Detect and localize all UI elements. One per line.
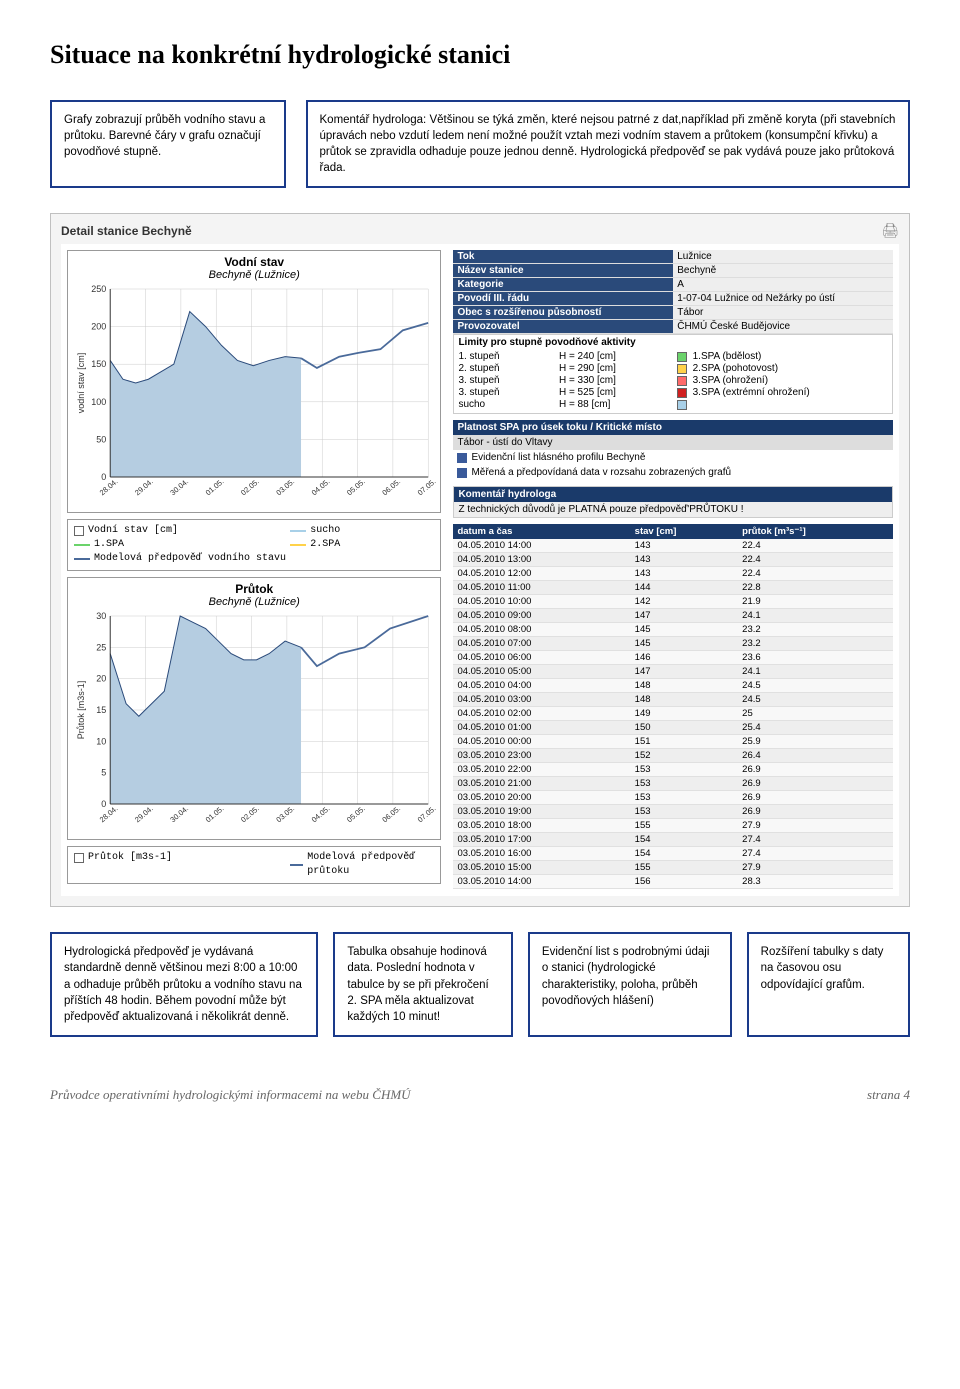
svg-text:05.05.: 05.05. xyxy=(345,477,367,497)
svg-text:01.05.: 01.05. xyxy=(204,477,226,497)
table-row: 04.05.2010 06:0014623.6 xyxy=(453,651,893,665)
info-box-graphs: Grafy zobrazují průběh vodního stavu a p… xyxy=(50,100,286,188)
svg-text:30.04.: 30.04. xyxy=(168,477,190,497)
svg-text:07.05.: 07.05. xyxy=(416,477,437,497)
footer-right: strana 4 xyxy=(867,1087,910,1103)
svg-text:100: 100 xyxy=(91,397,106,407)
info-box-evidence: Evidenční list s podrobnými údaji o stan… xyxy=(528,932,732,1036)
svg-text:250: 250 xyxy=(91,285,106,294)
table-row: 03.05.2010 20:0015326.9 xyxy=(453,791,893,805)
table-row: 03.05.2010 19:0015326.9 xyxy=(453,805,893,819)
th-level: stav [cm] xyxy=(631,524,739,539)
hydrolog-comment: Komentář hydrologa Z technických důvodů … xyxy=(453,486,893,518)
page-title: Situace na konkrétní hydrologické stanic… xyxy=(50,40,910,70)
th-flow: průtok [m³s⁻¹] xyxy=(738,524,893,539)
svg-text:0: 0 xyxy=(101,799,106,809)
svg-text:04.05.: 04.05. xyxy=(310,477,332,497)
chart-water-level: Vodní stav Bechyně (Lužnice) 0 50 100 150 20… xyxy=(67,250,441,513)
table-row: 04.05.2010 10:0014221.9 xyxy=(453,595,893,609)
spa-validity-line: Tábor - ústí do Vltavy xyxy=(453,435,893,450)
table-row: 04.05.2010 00:0015125.9 xyxy=(453,735,893,749)
svg-text:05.05.: 05.05. xyxy=(345,804,367,824)
svg-text:04.05.: 04.05. xyxy=(310,804,332,824)
chart1-plot: 05010015020025028.04.29.04.30.04.01.05.0… xyxy=(72,285,436,505)
svg-text:15: 15 xyxy=(96,705,106,715)
svg-text:vodní stav [cm]: vodní stav [cm] xyxy=(76,353,86,414)
svg-text:06.05.: 06.05. xyxy=(380,804,402,824)
svg-text:20: 20 xyxy=(96,674,106,684)
info-box-extension: Rozšíření tabulky s daty na časovou osu … xyxy=(747,932,910,1036)
table-row: 03.05.2010 23:0015226.4 xyxy=(453,749,893,763)
table-row: 04.05.2010 04:0014824.5 xyxy=(453,679,893,693)
table-row: 04.05.2010 03:0014824.5 xyxy=(453,693,893,707)
table-row: 04.05.2010 05:0014724.1 xyxy=(453,665,893,679)
spa-limits-block: Limity pro stupně povodňové aktivity 1. … xyxy=(453,334,893,414)
svg-text:Průtok [m3s-1]: Průtok [m3s-1] xyxy=(76,681,86,740)
table-row: 04.05.2010 07:0014523.2 xyxy=(453,637,893,651)
info-box-table-info: Tabulka obsahuje hodinová data. Poslední… xyxy=(333,932,513,1036)
table-row: 04.05.2010 01:0015025.4 xyxy=(453,721,893,735)
table-row: 04.05.2010 08:0014523.2 xyxy=(453,623,893,637)
svg-text:50: 50 xyxy=(96,435,106,445)
print-icon[interactable]: 🖨 xyxy=(881,222,899,239)
table-row: 03.05.2010 22:0015326.9 xyxy=(453,763,893,777)
svg-text:06.05.: 06.05. xyxy=(380,477,402,497)
chart2-subtitle: Bechyně (Lužnice) xyxy=(72,596,436,608)
link-data-range[interactable]: Měřená a předpovídaná data v rozsahu zob… xyxy=(453,465,893,480)
table-row: 04.05.2010 02:0014925 xyxy=(453,707,893,721)
table-row: 04.05.2010 11:0014422.8 xyxy=(453,581,893,595)
svg-text:03.05.: 03.05. xyxy=(274,477,296,497)
table-row: 03.05.2010 18:0015527.9 xyxy=(453,819,893,833)
svg-text:30: 30 xyxy=(96,612,106,621)
svg-text:29.04.: 29.04. xyxy=(133,804,155,824)
footer-left: Průvodce operativními hydrologickými inf… xyxy=(50,1087,411,1103)
table-row: 04.05.2010 09:0014724.1 xyxy=(453,609,893,623)
data-table: datum a čas stav [cm] průtok [m³s⁻¹] 04.… xyxy=(453,524,893,889)
svg-text:29.04.: 29.04. xyxy=(133,477,155,497)
chart1-subtitle: Bechyně (Lužnice) xyxy=(72,269,436,281)
svg-text:01.05.: 01.05. xyxy=(204,804,226,824)
table-row: 04.05.2010 13:0014322.4 xyxy=(453,553,893,567)
table-row: 03.05.2010 17:0015427.4 xyxy=(453,833,893,847)
chart2-plot: 05101520253028.04.29.04.30.04.01.05.02.0… xyxy=(72,612,436,832)
table-row: 04.05.2010 12:0014322.4 xyxy=(453,567,893,581)
svg-text:200: 200 xyxy=(91,322,106,332)
svg-text:150: 150 xyxy=(91,360,106,370)
spa-validity-header: Platnost SPA pro úsek toku / Kritické mí… xyxy=(453,420,893,435)
table-row: 03.05.2010 21:0015326.9 xyxy=(453,777,893,791)
svg-text:10: 10 xyxy=(96,737,106,747)
svg-text:07.05.: 07.05. xyxy=(416,804,437,824)
chart-flow: Průtok Bechyně (Lužnice) 05101520253028.… xyxy=(67,577,441,840)
info-box-forecast: Hydrologická předpověď je vydávaná stand… xyxy=(50,932,318,1036)
svg-text:02.05.: 02.05. xyxy=(239,477,261,497)
station-detail-panel: Detail stanice Bechyně 🖨 Vodní stav Bech… xyxy=(50,213,910,907)
table-row: 04.05.2010 14:0014322.4 xyxy=(453,539,893,553)
svg-text:30.04.: 30.04. xyxy=(168,804,190,824)
chart1-legend: Vodní stav [cm] 1.SPA Modelová předpověď… xyxy=(67,519,441,571)
table-row: 03.05.2010 14:0015628.3 xyxy=(453,875,893,889)
svg-text:02.05.: 02.05. xyxy=(239,804,261,824)
info-box-comment: Komentář hydrologa: Většinou se týká změ… xyxy=(306,100,911,188)
chart1-title: Vodní stav xyxy=(72,255,436,269)
link-evidence[interactable]: Evidenční list hlásného profilu Bechyně xyxy=(453,450,893,465)
chart2-title: Průtok xyxy=(72,582,436,596)
th-datetime: datum a čas xyxy=(453,524,630,539)
table-row: 03.05.2010 16:0015427.4 xyxy=(453,847,893,861)
svg-text:25: 25 xyxy=(96,643,106,653)
station-info-table: TokLužnice Název staniceBechyně Kategori… xyxy=(453,250,893,334)
svg-text:5: 5 xyxy=(101,768,106,778)
panel-title: Detail stanice Bechyně xyxy=(61,224,899,238)
svg-text:0: 0 xyxy=(101,472,106,482)
table-row: 03.05.2010 15:0015527.9 xyxy=(453,861,893,875)
svg-text:03.05.: 03.05. xyxy=(274,804,296,824)
chart2-legend: Průtok [m3s-1] Modelová předpověď průtok… xyxy=(67,846,441,884)
